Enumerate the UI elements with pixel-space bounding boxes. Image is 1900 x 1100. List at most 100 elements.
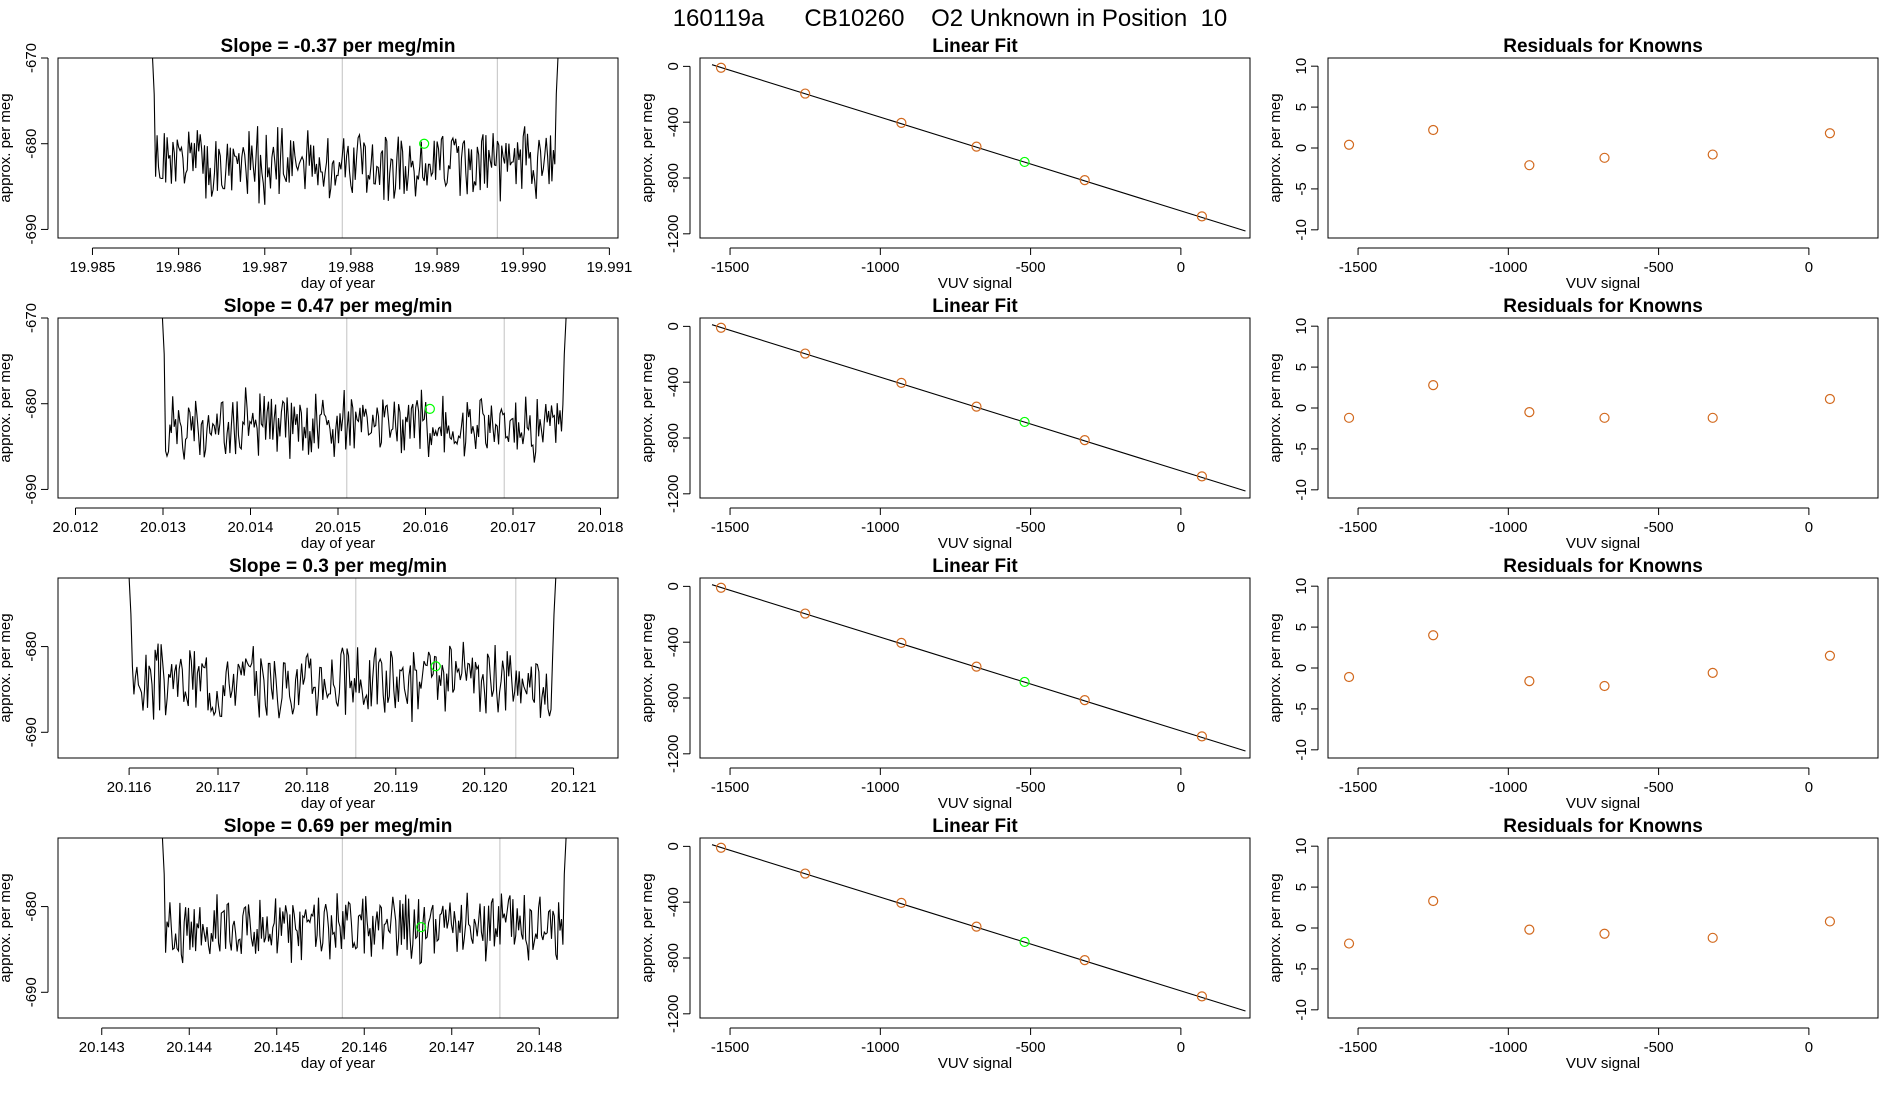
- panel-title: Linear Fit: [932, 556, 1018, 577]
- y-tick-label: -680: [23, 389, 40, 419]
- x-tick-label: -1500: [1339, 519, 1377, 536]
- known-point: [971, 921, 982, 932]
- known-point: [715, 62, 727, 73]
- panel-title: Slope = -0.37 per meg/min: [221, 36, 456, 57]
- known-point: [1524, 924, 1535, 935]
- known-point: [1079, 954, 1090, 966]
- x-tick-label: 20.118: [285, 779, 330, 796]
- x-tick-label: 0: [1177, 1039, 1185, 1056]
- unknown-point: [1019, 676, 1030, 688]
- y-tick-label: -400: [665, 627, 682, 657]
- known-point: [1707, 932, 1718, 943]
- y-axis-label: approx. per meg: [1267, 93, 1284, 202]
- x-tick-label: -500: [1644, 259, 1674, 276]
- plot-frame: [57, 837, 619, 1019]
- known-point: [1824, 650, 1836, 661]
- plot-area: [711, 842, 1246, 1012]
- known-point: [1343, 938, 1355, 949]
- plot-frame: [57, 317, 619, 499]
- x-tick-label: -1000: [861, 259, 899, 276]
- y-axis-label: approx. per meg: [0, 93, 14, 202]
- trace-line: [161, 838, 567, 965]
- panel-resid-3: Residuals for Knowns -1500 -1000 -500 0 VUV s…: [1267, 556, 1879, 812]
- plot-frame: [1327, 837, 1879, 1019]
- x-tick-label: 19.986: [156, 259, 202, 276]
- y-tick-label: -690: [23, 474, 40, 504]
- plot-area: [128, 578, 557, 758]
- known-point: [896, 637, 907, 648]
- known-point: [971, 401, 982, 412]
- x-tick-label: -500: [1016, 259, 1046, 276]
- known-point: [800, 608, 811, 619]
- x-tick-label: 20.117: [196, 779, 241, 796]
- panel-resid-4: Residuals for Knowns -1500 -1000 -500 0 VUV s…: [1267, 816, 1879, 1072]
- y-tick-label: -1200: [665, 735, 682, 773]
- x-axis-label: VUV signal: [1566, 275, 1640, 292]
- known-point: [896, 117, 907, 128]
- y-axis-label: approx. per meg: [639, 613, 656, 722]
- plot-area: [711, 62, 1246, 232]
- panel-resid-1: Residuals for Knowns -1500 -1000 -500 0 VUV s…: [1267, 36, 1879, 292]
- x-tick-label: 20.145: [254, 1039, 300, 1056]
- panel-fit-4: Linear Fit -1500 -1000 -500 0 VUV signal 0 -400…: [639, 816, 1251, 1072]
- panel-title: Slope = 0.3 per meg/min: [229, 556, 447, 577]
- plot-area: [1343, 379, 1836, 423]
- known-point: [1196, 471, 1208, 482]
- trace-line: [128, 578, 557, 723]
- x-tick-label: -500: [1016, 1039, 1046, 1056]
- plot-frame: [1327, 57, 1879, 239]
- y-tick-label: -670: [23, 303, 40, 333]
- known-point: [1599, 412, 1610, 423]
- panel-fit-1: Linear Fit -1500 -1000 -500 0 VUV signal 0 -400…: [639, 36, 1251, 292]
- panel-title: Linear Fit: [932, 816, 1018, 837]
- y-tick-label: -1200: [665, 475, 682, 513]
- panel-title: Linear Fit: [932, 36, 1018, 57]
- y-tick-label: 0: [665, 582, 682, 590]
- y-tick-label: -800: [665, 163, 682, 193]
- y-tick-label: 0: [1293, 144, 1310, 152]
- x-tick-label: -1000: [1489, 779, 1527, 796]
- plot-frame: [1327, 577, 1879, 759]
- plot-frame: [699, 57, 1251, 239]
- y-axis-label: approx. per meg: [639, 93, 656, 202]
- plot-area: [1343, 630, 1836, 692]
- y-tick-label: -680: [23, 892, 40, 922]
- panel-title: Residuals for Knowns: [1503, 816, 1703, 837]
- trace-line: [161, 318, 567, 463]
- y-tick-label: -5: [1293, 442, 1310, 455]
- y-tick-label: -1200: [665, 215, 682, 253]
- panel-fit-3: Linear Fit -1500 -1000 -500 0 VUV signal 0 -400…: [639, 556, 1251, 812]
- x-axis-label: day of year: [301, 1055, 375, 1072]
- x-tick-label: 19.987: [242, 259, 288, 276]
- panel-title: Linear Fit: [932, 296, 1018, 317]
- plot-frame: [699, 317, 1251, 499]
- plot-area: [161, 838, 567, 1018]
- plot-area: [711, 582, 1246, 752]
- y-tick-label: -680: [23, 129, 40, 159]
- fit-line: [711, 844, 1246, 1012]
- x-tick-label: 20.146: [341, 1039, 387, 1056]
- x-tick-label: 20.120: [462, 779, 508, 796]
- y-tick-label: -400: [665, 887, 682, 917]
- x-tick-label: 0: [1805, 259, 1813, 276]
- y-tick-label: 0: [1293, 924, 1310, 932]
- y-axis-label: approx. per meg: [1267, 873, 1284, 982]
- y-tick-label: 0: [665, 62, 682, 70]
- known-point: [1524, 160, 1535, 171]
- y-axis-label: approx. per meg: [0, 873, 14, 982]
- x-tick-label: -1000: [861, 779, 899, 796]
- known-point: [800, 348, 811, 359]
- x-tick-label: 20.148: [516, 1039, 562, 1056]
- known-point: [896, 377, 907, 388]
- x-axis-label: VUV signal: [1566, 795, 1640, 812]
- y-tick-label: 10: [1293, 838, 1310, 855]
- y-tick-label: -5: [1293, 962, 1310, 975]
- fit-line: [711, 324, 1246, 492]
- x-tick-label: -1000: [861, 519, 899, 536]
- y-tick-label: -670: [23, 43, 40, 73]
- x-tick-label: 20.147: [429, 1039, 475, 1056]
- x-tick-label: 20.119: [373, 779, 418, 796]
- x-tick-label: -500: [1644, 519, 1674, 536]
- known-point: [1428, 895, 1439, 907]
- x-tick-label: 0: [1805, 1039, 1813, 1056]
